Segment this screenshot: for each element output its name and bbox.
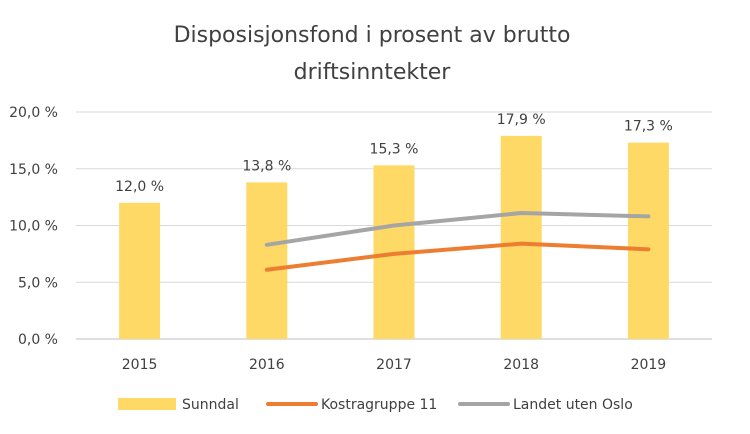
legend: Sunndal Kostragruppe 11 Landet uten Oslo — [118, 397, 633, 413]
y-tick-label: 0,0 % — [18, 332, 58, 348]
x-tick-label: 2018 — [503, 357, 539, 373]
y-tick-label: 20,0 % — [9, 105, 58, 121]
bar-2016 — [246, 182, 288, 339]
data-label: 12,0 % — [115, 179, 164, 195]
data-labels: 12,0 % 13,8 % 15,3 % 17,9 % 17,3 % — [115, 112, 673, 195]
x-tick-label: 2015 — [122, 357, 158, 373]
x-tick-label: 2017 — [376, 357, 412, 373]
legend-swatch-bar — [118, 398, 176, 410]
legend-label: Landet uten Oslo — [513, 397, 633, 413]
line-series-2 — [264, 211, 651, 247]
bar-2018 — [500, 135, 542, 339]
data-label: 17,3 % — [624, 119, 673, 135]
y-tick-label: 10,0 % — [9, 219, 58, 235]
y-tick-label: 5,0 % — [18, 275, 58, 291]
x-axis-ticks: 2015 2016 2017 2018 2019 — [122, 357, 666, 373]
line-series — [264, 211, 651, 272]
x-tick-label: 2019 — [631, 357, 667, 373]
bar-series — [119, 135, 669, 339]
x-tick-label: 2016 — [249, 357, 285, 373]
legend-label: Sunndal — [182, 397, 239, 413]
chart-title-line-1: Disposisjonsfond i prosent av brutto — [174, 23, 571, 48]
legend-label: Kostragruppe 11 — [321, 397, 437, 413]
y-tick-label: 15,0 % — [9, 162, 58, 178]
data-label: 15,3 % — [370, 141, 419, 157]
bar-2019 — [627, 142, 669, 339]
data-label: 13,8 % — [242, 158, 291, 174]
data-label: 17,9 % — [497, 112, 546, 128]
chart-title-line-2: driftsinntekter — [294, 60, 452, 85]
bar-2015 — [119, 202, 161, 339]
y-axis-ticks: 0,0 % 5,0 % 10,0 % 15,0 % 20,0 % — [9, 105, 58, 348]
line-series-1 — [264, 241, 651, 272]
